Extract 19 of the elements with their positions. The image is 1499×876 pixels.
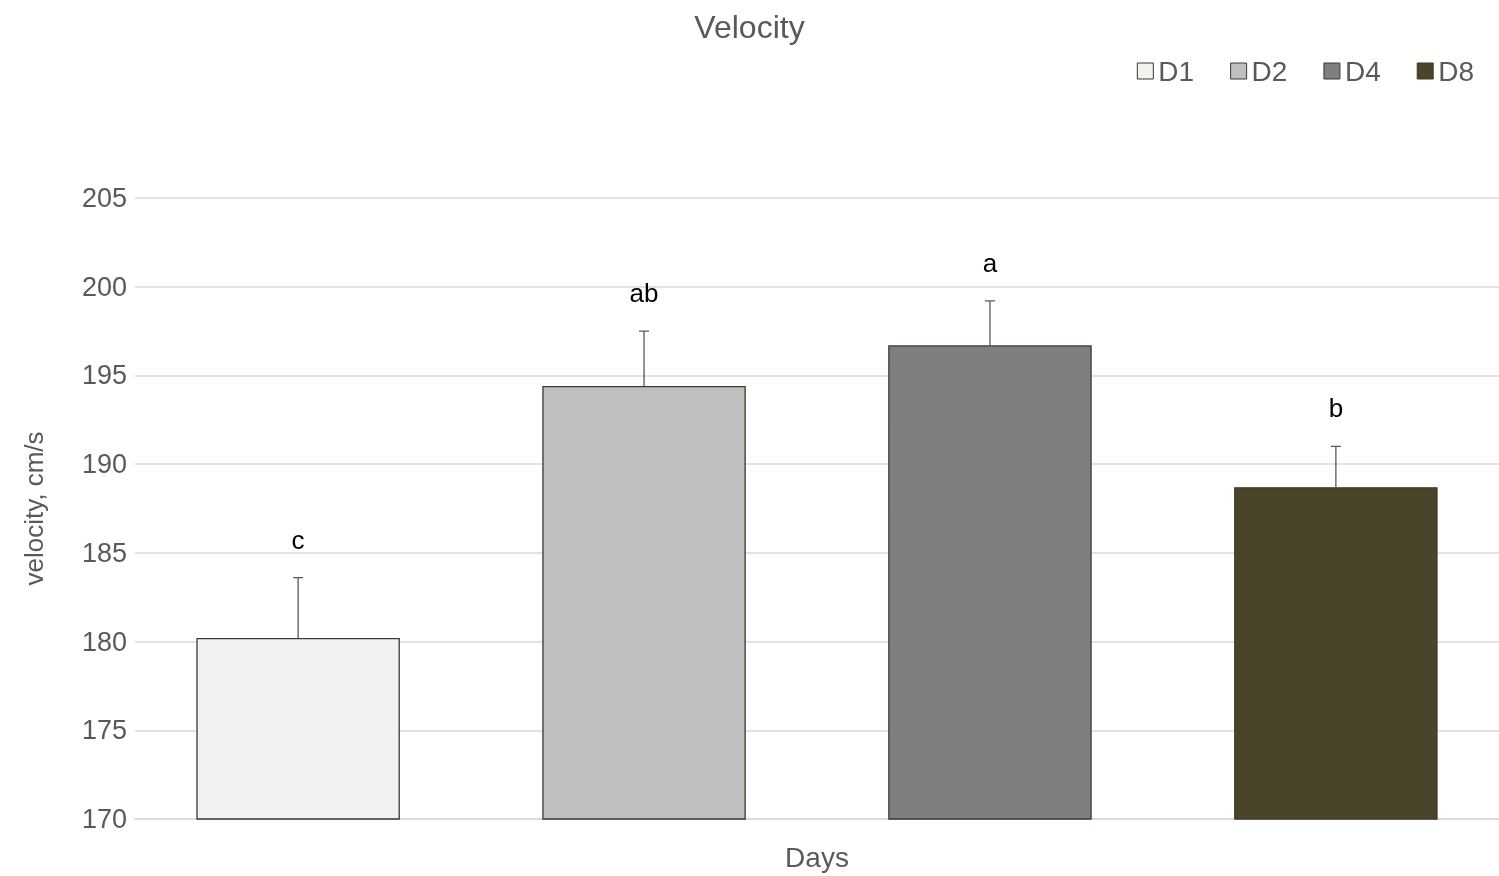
y-tick-label: 170 (81, 804, 127, 834)
legend-label: D2 (1251, 55, 1288, 87)
y-tick-label: 205 (81, 183, 127, 213)
x-axis-title: Days (785, 841, 849, 873)
y-tick-label: 180 (81, 626, 127, 657)
y-axis-title: velocity, cm/s (19, 431, 49, 586)
legend-label: D8 (1438, 55, 1474, 87)
y-tick-label: 175 (81, 715, 127, 746)
y-tick-label: 195 (81, 360, 127, 391)
y-tick-label: 185 (81, 537, 127, 568)
legend-label: D4 (1344, 55, 1381, 87)
annotation: a (982, 247, 998, 278)
y-tick-label: 200 (81, 271, 127, 302)
annotation: c (291, 524, 305, 555)
annotation: b (1328, 393, 1344, 424)
annotation: ab (629, 278, 659, 309)
legend-label: D1 (1158, 55, 1195, 87)
y-tick-label: 190 (81, 449, 127, 480)
chart-title: Velocity (694, 9, 805, 45)
